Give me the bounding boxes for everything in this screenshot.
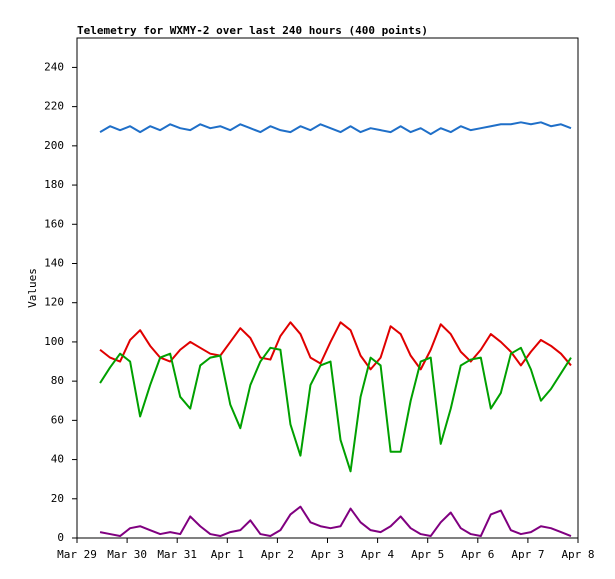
y-tick-label: 220 xyxy=(44,100,64,113)
x-tick-label: Apr 4 xyxy=(361,548,394,561)
x-tick-label: Apr 1 xyxy=(211,548,244,561)
y-tick-label: 140 xyxy=(44,256,64,269)
y-tick-label: 120 xyxy=(44,296,64,309)
series-line xyxy=(99,321,572,371)
y-tick-label: 80 xyxy=(51,374,64,387)
y-tick-label: 100 xyxy=(44,335,64,348)
y-axis-label: Values xyxy=(26,268,39,308)
y-tick-label: 40 xyxy=(51,453,64,466)
x-tick-label: Apr 8 xyxy=(561,548,594,561)
x-tick-label: Mar 29 xyxy=(57,548,97,561)
x-tick-label: Mar 31 xyxy=(157,548,197,561)
x-tick-label: Apr 7 xyxy=(511,548,544,561)
series-line xyxy=(99,505,572,538)
x-tick-label: Apr 5 xyxy=(411,548,444,561)
y-tick-label: 20 xyxy=(51,492,64,505)
plot-frame xyxy=(76,37,579,539)
series-line xyxy=(99,121,572,136)
y-tick-label: 200 xyxy=(44,139,64,152)
series-line xyxy=(99,346,572,473)
x-tick-label: Apr 2 xyxy=(261,548,294,561)
x-tick-label: Mar 30 xyxy=(107,548,147,561)
chart-title: Telemetry for WXMY-2 over last 240 hours… xyxy=(77,24,428,37)
y-tick-label: 60 xyxy=(51,413,64,426)
y-tick-label: 180 xyxy=(44,178,64,191)
y-tick-label: 240 xyxy=(44,60,64,73)
x-tick-label: Apr 3 xyxy=(311,548,344,561)
x-tick-label: Apr 6 xyxy=(461,548,494,561)
y-tick-label: 160 xyxy=(44,217,64,230)
y-tick-label: 0 xyxy=(57,531,64,544)
